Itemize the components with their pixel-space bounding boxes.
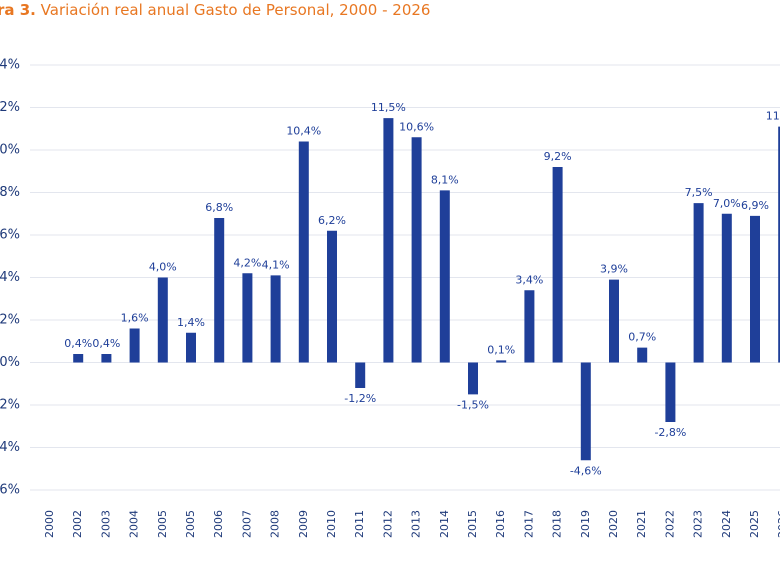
x-tick-label: 2003 xyxy=(99,510,112,538)
value-label: 1,6% xyxy=(121,312,149,325)
bar xyxy=(778,126,780,363)
bar xyxy=(101,354,112,363)
bar xyxy=(214,218,225,363)
x-tick-label: 2022 xyxy=(663,510,676,538)
y-tick-label: 6% xyxy=(0,228,20,243)
bar xyxy=(665,362,676,422)
value-label: 0,1% xyxy=(487,343,515,356)
value-label: -2,8% xyxy=(654,426,686,439)
bar xyxy=(73,354,84,363)
value-label: 7,0% xyxy=(713,197,741,210)
y-tick-label: 8% xyxy=(0,185,20,200)
y-tick-label: -4% xyxy=(0,440,20,455)
value-label: 6,9% xyxy=(741,199,769,212)
y-tick-label: 2% xyxy=(0,313,20,328)
bar xyxy=(327,230,337,363)
x-tick-label: 2021 xyxy=(635,510,648,538)
bar xyxy=(609,279,619,363)
x-tick-label: 2010 xyxy=(325,510,338,538)
x-tick-label: 2015 xyxy=(466,510,479,538)
value-label: -1,5% xyxy=(457,398,489,411)
x-tick-label: 2007 xyxy=(240,510,253,538)
value-label: 0,4% xyxy=(64,337,92,350)
value-label: 3,4% xyxy=(515,273,543,286)
bar xyxy=(693,203,704,363)
value-label: 4,1% xyxy=(262,258,290,271)
x-tick-label: 2025 xyxy=(748,510,761,538)
x-tick-label: 2013 xyxy=(410,510,423,538)
bar xyxy=(580,362,591,461)
x-tick-label: 2012 xyxy=(381,510,394,538)
x-tick-label: 2004 xyxy=(128,510,141,538)
bar xyxy=(242,273,253,363)
bar xyxy=(129,328,140,363)
value-label: 6,2% xyxy=(318,214,346,227)
x-tick-label: 2024 xyxy=(720,510,733,538)
value-label: 3,9% xyxy=(600,263,628,276)
value-label: 6,8% xyxy=(205,201,233,214)
bar xyxy=(496,360,507,363)
bar xyxy=(270,275,281,363)
bar xyxy=(355,362,366,388)
value-label: -1,2% xyxy=(344,392,376,405)
value-label: 4,0% xyxy=(149,261,177,274)
y-tick-label: 12% xyxy=(0,100,20,115)
title-text: Variación real anual Gasto de Personal, … xyxy=(41,1,431,19)
x-tick-label: 2017 xyxy=(522,510,535,538)
x-tick-label: 2005 xyxy=(156,510,169,538)
x-tick-label: 2000 xyxy=(43,510,56,538)
bar xyxy=(468,362,478,395)
bar xyxy=(298,141,309,363)
title-prefix: ra 3. xyxy=(0,1,36,19)
x-tick-label: 2026 xyxy=(776,510,780,538)
bar xyxy=(411,137,422,363)
y-tick-label: 10% xyxy=(0,143,20,158)
value-label: -4,6% xyxy=(570,464,602,477)
x-tick-label: 2018 xyxy=(551,510,564,538)
value-label: 10,6% xyxy=(399,120,434,133)
value-label: 7,5% xyxy=(685,186,713,199)
y-tick-label: 0% xyxy=(0,355,20,370)
bar xyxy=(383,118,394,363)
value-label: 1,4% xyxy=(177,316,205,329)
x-tick-label: 2002 xyxy=(71,510,84,538)
x-tick-label: 2005 xyxy=(184,510,197,538)
y-tick-label: 4% xyxy=(0,270,20,285)
value-label: 8,1% xyxy=(431,173,459,186)
x-tick-label: 2023 xyxy=(692,510,705,538)
value-label: 9,2% xyxy=(544,150,572,163)
x-tick-label: 2020 xyxy=(607,510,620,538)
y-tick-label: -2% xyxy=(0,398,20,413)
y-tick-label: -6% xyxy=(0,483,20,498)
bar xyxy=(524,290,535,363)
value-label: 11,5% xyxy=(371,101,406,114)
bar xyxy=(721,213,732,363)
x-tick-label: 2006 xyxy=(212,510,225,538)
value-label: 0,7% xyxy=(628,331,656,344)
x-tick-label: 2008 xyxy=(269,510,282,538)
x-tick-label: 2019 xyxy=(579,510,592,538)
value-label: 4,2% xyxy=(233,256,261,269)
value-label: 11,1% xyxy=(766,110,780,123)
bar xyxy=(439,190,450,363)
x-tick-label: 2011 xyxy=(353,510,366,538)
y-tick-label: 14% xyxy=(0,58,20,73)
bar xyxy=(637,347,648,363)
x-tick-label: 2009 xyxy=(297,510,310,538)
x-tick-label: 2016 xyxy=(494,510,507,538)
bar xyxy=(552,167,563,363)
value-label: 0,4% xyxy=(92,337,120,350)
value-label: 10,4% xyxy=(286,125,321,138)
x-tick-label: 2014 xyxy=(438,510,451,538)
bar xyxy=(186,332,196,363)
chart-title: ra 3. Variación real anual Gasto de Pers… xyxy=(0,1,430,19)
bar xyxy=(157,277,168,363)
bar xyxy=(750,215,760,363)
